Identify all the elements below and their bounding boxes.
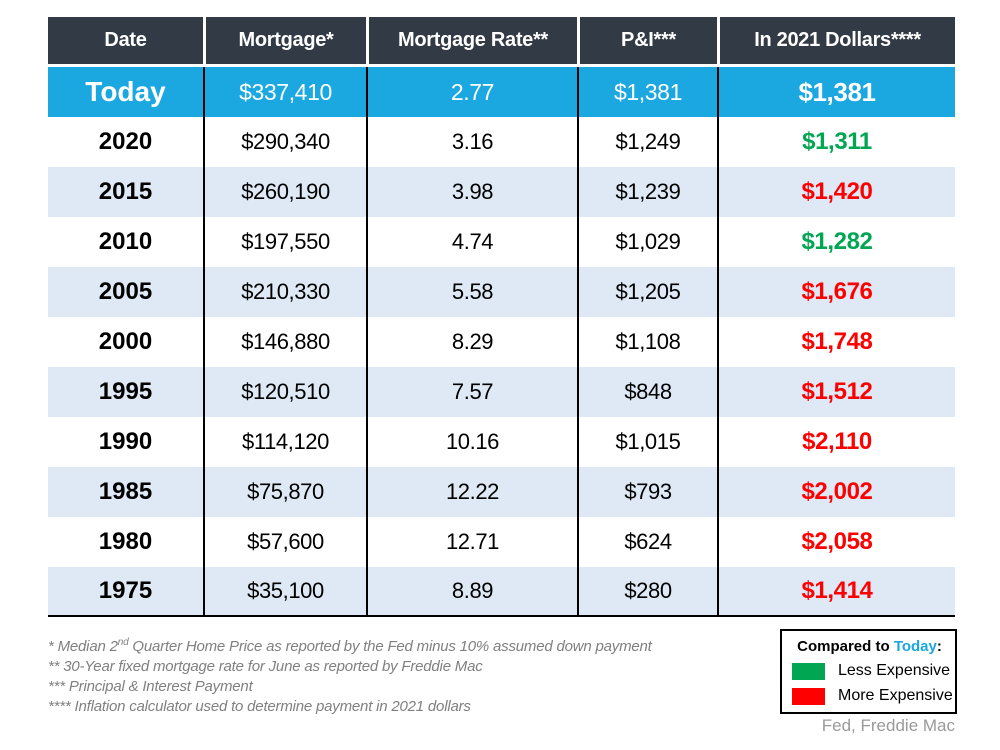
in-2021-dollars-cell: $1,381 <box>717 67 955 117</box>
footnote-3: *** Principal & Interest Payment <box>48 678 253 695</box>
date-cell: 1980 <box>48 517 203 567</box>
comparison-legend: Compared to Today: Less Expensive More E… <box>780 629 957 714</box>
mortgage-rate-cell: 8.29 <box>366 317 577 367</box>
in-2021-dollars-cell: $1,311 <box>717 117 955 167</box>
pi-cell: $1,029 <box>577 217 717 267</box>
column-header-mortgage: Mortgage* <box>203 17 366 67</box>
in-2021-dollars-cell: $1,748 <box>717 317 955 367</box>
date-cell: 1995 <box>48 367 203 417</box>
mortgage-rate-cell: 3.98 <box>366 167 577 217</box>
date-cell: 2000 <box>48 317 203 367</box>
less-expensive-swatch <box>792 662 825 680</box>
table-row: 1980 $57,600 12.71 $624 $2,058 <box>48 517 955 567</box>
column-header-mortgage-rate: Mortgage Rate** <box>366 17 577 67</box>
mortgage-cell: $146,880 <box>203 317 366 367</box>
table-row: 1975 $35,100 8.89 $280 $1,414 <box>48 567 955 617</box>
column-header-date: Date <box>48 17 203 67</box>
table-row: 2010 $197,550 4.74 $1,029 $1,282 <box>48 217 955 267</box>
column-header-in-2021-dollars: In 2021 Dollars**** <box>717 17 955 67</box>
legend-row-less: Less Expensive <box>792 662 951 680</box>
footnote-2: ** 30-Year fixed mortgage rate for June … <box>48 658 483 675</box>
table-row: 2000 $146,880 8.29 $1,108 $1,748 <box>48 317 955 367</box>
mortgage-cell: $57,600 <box>203 517 366 567</box>
pi-cell: $848 <box>577 367 717 417</box>
pi-cell: $1,205 <box>577 267 717 317</box>
footnote-1: * Median 2nd Quarter Home Price as repor… <box>48 637 652 655</box>
mortgage-history-table: Date Mortgage* Mortgage Rate** P&I*** In… <box>48 17 955 617</box>
table-row: 1985 $75,870 12.22 $793 $2,002 <box>48 467 955 517</box>
table-row: 1995 $120,510 7.57 $848 $1,512 <box>48 367 955 417</box>
mortgage-cell: $35,100 <box>203 567 366 617</box>
mortgage-cell: $114,120 <box>203 417 366 467</box>
footnotes: * Median 2nd Quarter Home Price as repor… <box>48 633 748 717</box>
mortgage-cell: $260,190 <box>203 167 366 217</box>
header-row: Date Mortgage* Mortgage Rate** P&I*** In… <box>48 17 955 67</box>
pi-cell: $1,239 <box>577 167 717 217</box>
mortgage-cell: $75,870 <box>203 467 366 517</box>
mortgage-rate-cell: 12.71 <box>366 517 577 567</box>
date-cell: 2005 <box>48 267 203 317</box>
table-row: 2020 $290,340 3.16 $1,249 $1,311 <box>48 117 955 167</box>
mortgage-cell: $290,340 <box>203 117 366 167</box>
mortgage-rate-cell: 8.89 <box>366 567 577 617</box>
in-2021-dollars-cell: $2,002 <box>717 467 955 517</box>
in-2021-dollars-cell: $1,676 <box>717 267 955 317</box>
date-cell: 2015 <box>48 167 203 217</box>
table-row: 2005 $210,330 5.58 $1,205 $1,676 <box>48 267 955 317</box>
pi-cell: $1,015 <box>577 417 717 467</box>
in-2021-dollars-cell: $2,058 <box>717 517 955 567</box>
table-row: 2015 $260,190 3.98 $1,239 $1,420 <box>48 167 955 217</box>
pi-cell: $1,108 <box>577 317 717 367</box>
mortgage-cell: $197,550 <box>203 217 366 267</box>
date-cell: 1985 <box>48 467 203 517</box>
in-2021-dollars-cell: $1,420 <box>717 167 955 217</box>
mortgage-rate-cell: 3.16 <box>366 117 577 167</box>
table-row: Today $337,410 2.77 $1,381 $1,381 <box>48 67 955 117</box>
mortgage-cell: $210,330 <box>203 267 366 317</box>
mortgage-rate-cell: 7.57 <box>366 367 577 417</box>
date-cell: 1990 <box>48 417 203 467</box>
in-2021-dollars-cell: $2,110 <box>717 417 955 467</box>
date-cell: 1975 <box>48 567 203 617</box>
pi-cell: $1,249 <box>577 117 717 167</box>
table-row: 1990 $114,120 10.16 $1,015 $2,110 <box>48 417 955 467</box>
date-cell: Today <box>48 67 203 117</box>
less-expensive-label: Less Expensive <box>838 662 951 679</box>
mortgage-cell: $337,410 <box>203 67 366 117</box>
legend-row-more: More Expensive <box>792 687 953 705</box>
mortgage-rate-cell: 12.22 <box>366 467 577 517</box>
more-expensive-swatch <box>792 687 825 705</box>
legend-title: Compared to Today: <box>797 638 942 655</box>
legend-today-word: Today <box>893 638 937 655</box>
pi-cell: $793 <box>577 467 717 517</box>
column-header-pi: P&I*** <box>577 17 717 67</box>
mortgage-rate-cell: 4.74 <box>366 217 577 267</box>
footnote-4: **** Inflation calculator used to determ… <box>48 698 471 715</box>
date-cell: 2020 <box>48 117 203 167</box>
pi-cell: $280 <box>577 567 717 617</box>
pi-cell: $1,381 <box>577 67 717 117</box>
table-body: Today $337,410 2.77 $1,381 $1,381 2020 $… <box>48 67 955 617</box>
mortgage-rate-cell: 10.16 <box>366 417 577 467</box>
date-cell: 2010 <box>48 217 203 267</box>
pi-cell: $624 <box>577 517 717 567</box>
mortgage-rate-cell: 2.77 <box>366 67 577 117</box>
mortgage-rate-cell: 5.58 <box>366 267 577 317</box>
in-2021-dollars-cell: $1,512 <box>717 367 955 417</box>
in-2021-dollars-cell: $1,414 <box>717 567 955 617</box>
source-attribution: Fed, Freddie Mac <box>821 716 955 735</box>
mortgage-cell: $120,510 <box>203 367 366 417</box>
in-2021-dollars-cell: $1,282 <box>717 217 955 267</box>
more-expensive-label: More Expensive <box>838 687 953 704</box>
